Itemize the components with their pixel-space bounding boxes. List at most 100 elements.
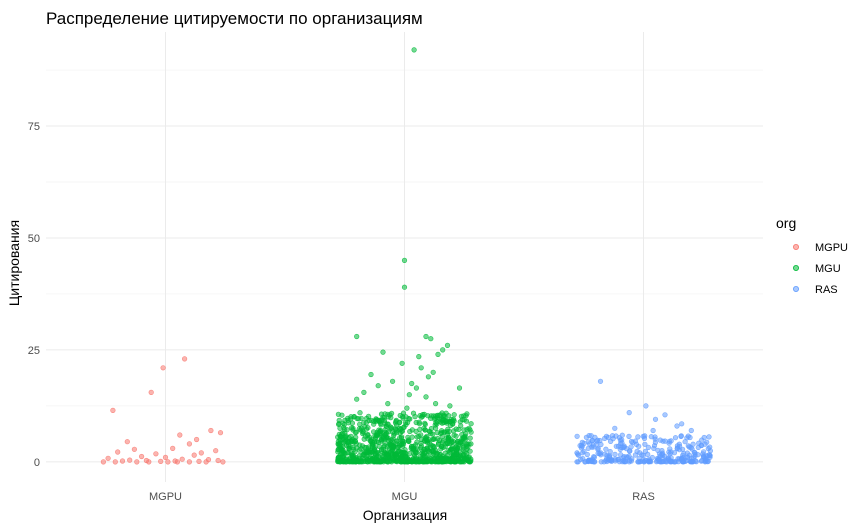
legend-key-ras bbox=[793, 285, 800, 292]
data-point-ras bbox=[597, 378, 604, 384]
data-point-mgu bbox=[430, 436, 436, 442]
data-point-ras bbox=[583, 434, 590, 440]
data-point-ras bbox=[650, 427, 656, 434]
data-point-mgu bbox=[365, 449, 371, 456]
data-point-mgu bbox=[445, 431, 451, 437]
data-point-mgu bbox=[451, 412, 457, 418]
data-point-mgu bbox=[425, 440, 431, 446]
data-point-ras bbox=[689, 459, 695, 465]
data-point-mgu bbox=[337, 442, 343, 448]
data-point-ras bbox=[595, 450, 601, 457]
data-point-ras bbox=[619, 432, 625, 438]
data-point-mgu bbox=[460, 453, 466, 459]
data-point-mgpu bbox=[177, 432, 183, 438]
data-point-mgu bbox=[348, 451, 354, 457]
data-point-ras bbox=[589, 444, 595, 450]
data-point-mgu bbox=[395, 444, 401, 450]
data-point-ras bbox=[605, 434, 611, 441]
data-point-mgu bbox=[366, 458, 373, 464]
data-point-ras bbox=[628, 438, 635, 445]
data-point-mgu bbox=[356, 426, 362, 432]
data-point-ras bbox=[666, 438, 673, 444]
data-point-mgu bbox=[461, 417, 467, 423]
data-point-mgu bbox=[402, 453, 409, 459]
data-point-mgpu bbox=[119, 458, 126, 464]
legend-key-mgpu bbox=[793, 243, 800, 250]
data-point-mgu bbox=[380, 349, 386, 355]
data-point-mgu bbox=[358, 415, 364, 421]
data-point-mgpu bbox=[112, 459, 118, 465]
data-point-mgu bbox=[449, 421, 456, 427]
data-point-mgu bbox=[360, 455, 366, 461]
data-point-ras bbox=[683, 457, 690, 464]
data-point-ras bbox=[687, 434, 693, 441]
data-point-mgu bbox=[385, 453, 392, 459]
data-point-mgu bbox=[385, 435, 391, 441]
data-point-mgu bbox=[368, 371, 374, 378]
data-point-mgu bbox=[372, 447, 378, 453]
data-point-mgu bbox=[409, 380, 415, 387]
data-point-ras bbox=[704, 457, 710, 464]
x-tick-label: MGPU bbox=[149, 491, 182, 503]
data-point-ras bbox=[642, 433, 648, 439]
data-point-mgu bbox=[444, 342, 451, 349]
data-point-mgpu bbox=[105, 455, 111, 461]
data-point-mgu bbox=[378, 422, 384, 428]
legend: org MGPU MGU RAS bbox=[776, 215, 848, 296]
data-point-mgu bbox=[410, 456, 416, 462]
data-point-ras bbox=[655, 447, 661, 454]
data-point-ras bbox=[698, 442, 704, 449]
data-point-ras bbox=[706, 434, 712, 440]
data-point-mgu bbox=[439, 459, 445, 465]
data-point-mgu bbox=[361, 420, 367, 426]
data-point-mgu bbox=[346, 459, 353, 465]
data-point-mgu bbox=[458, 413, 465, 419]
data-point-mgu bbox=[399, 360, 405, 366]
data-point-mgu bbox=[454, 440, 460, 446]
data-point-mgu bbox=[356, 459, 362, 465]
legend-label-mgu: MGU bbox=[815, 263, 841, 275]
data-point-mgu bbox=[435, 351, 441, 358]
data-point-mgu bbox=[422, 427, 428, 433]
data-point-mgu bbox=[423, 333, 429, 340]
data-point-mgu bbox=[457, 459, 463, 465]
data-point-mgu bbox=[378, 448, 385, 454]
data-point-ras bbox=[595, 445, 601, 452]
data-point-mgu bbox=[413, 419, 419, 426]
data-point-mgu bbox=[349, 439, 355, 445]
data-point-ras bbox=[633, 441, 640, 448]
data-point-mgu bbox=[362, 433, 368, 439]
x-tick-label: RAS bbox=[632, 491, 655, 503]
data-point-mgu bbox=[390, 447, 396, 454]
data-point-mgpu bbox=[191, 452, 197, 458]
data-point-mgu bbox=[432, 456, 438, 462]
data-point-ras bbox=[679, 421, 685, 427]
y-tick-label: 75 bbox=[28, 121, 40, 133]
data-point-mgu bbox=[444, 417, 450, 424]
data-point-mgu bbox=[413, 385, 420, 391]
data-point-ras bbox=[602, 451, 608, 457]
y-axis-title: Цитирования bbox=[6, 220, 22, 306]
data-point-ras bbox=[652, 416, 659, 422]
data-point-mgu bbox=[433, 448, 439, 454]
data-point-ras bbox=[662, 438, 668, 444]
data-point-mgpu bbox=[194, 436, 200, 443]
data-point-mgu bbox=[464, 426, 470, 432]
data-point-ras bbox=[648, 434, 654, 440]
x-tick-label: MGU bbox=[392, 491, 418, 503]
data-point-ras bbox=[615, 457, 621, 463]
data-point-mgu bbox=[378, 458, 385, 464]
data-point-mgpu bbox=[170, 445, 176, 452]
data-point-ras bbox=[642, 448, 649, 454]
data-point-ras bbox=[591, 454, 598, 460]
data-point-mgu bbox=[430, 369, 436, 375]
data-point-ras bbox=[704, 439, 710, 445]
data-point-ras bbox=[640, 458, 646, 464]
data-point-mgu bbox=[340, 453, 346, 460]
data-point-mgu bbox=[336, 421, 342, 428]
data-point-mgu bbox=[416, 354, 422, 360]
data-point-mgpu bbox=[165, 459, 171, 465]
data-point-mgpu bbox=[179, 456, 185, 462]
data-point-mgu bbox=[443, 441, 449, 447]
data-point-mgu bbox=[422, 420, 428, 426]
